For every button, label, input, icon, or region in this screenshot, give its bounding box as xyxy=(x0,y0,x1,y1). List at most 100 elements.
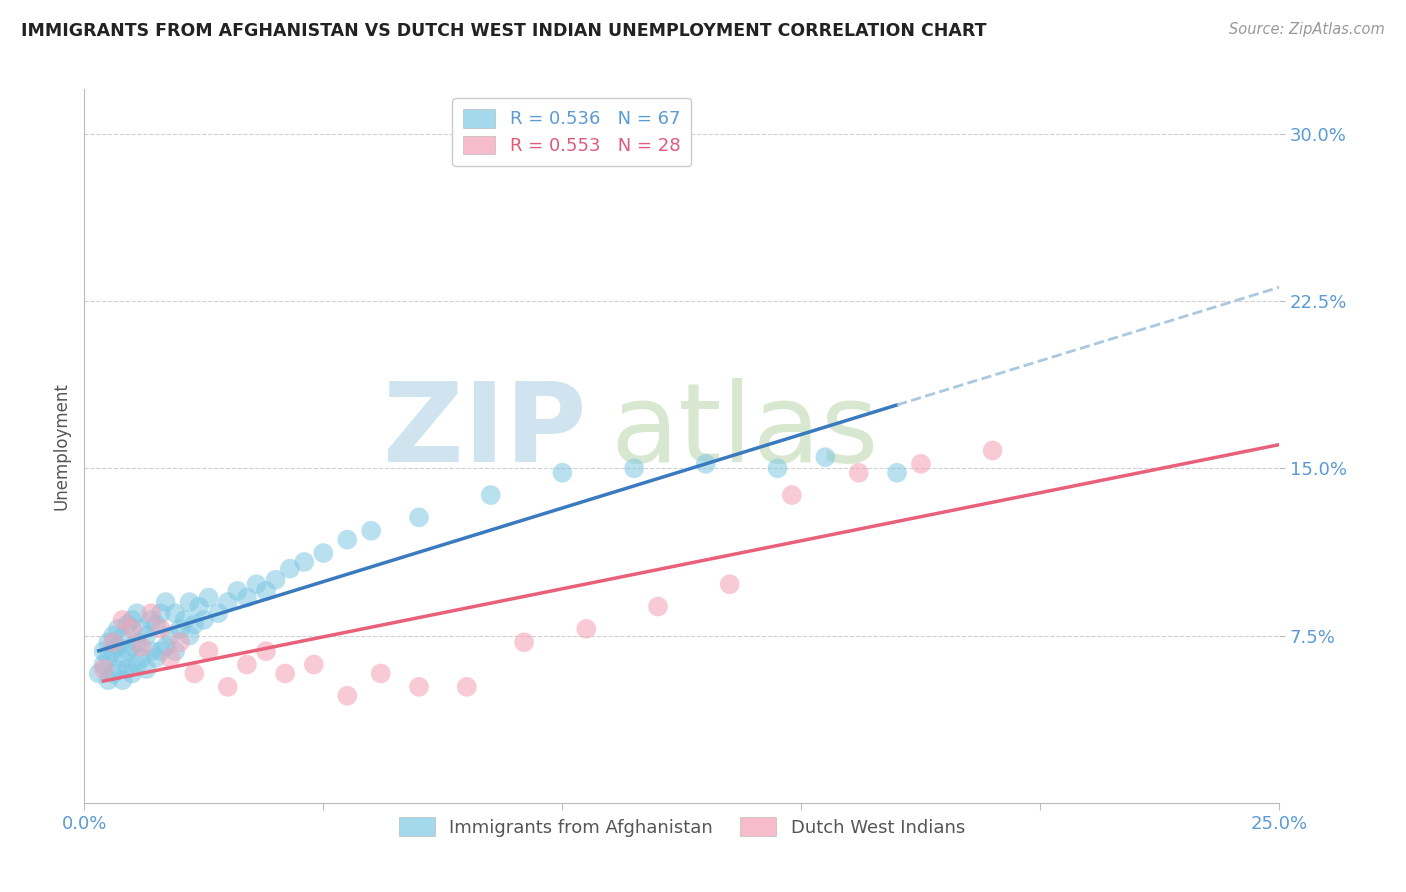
Point xyxy=(117,644,139,658)
Point xyxy=(695,457,717,471)
Point xyxy=(149,644,172,658)
Point xyxy=(623,461,645,475)
Point xyxy=(141,613,163,627)
Point xyxy=(149,607,172,621)
Point xyxy=(131,640,153,654)
Point xyxy=(145,651,167,665)
Point xyxy=(292,555,315,569)
Point xyxy=(312,546,335,560)
Point xyxy=(179,628,201,642)
Point xyxy=(336,689,359,703)
Text: IMMIGRANTS FROM AFGHANISTAN VS DUTCH WEST INDIAN UNEMPLOYMENT CORRELATION CHART: IMMIGRANTS FROM AFGHANISTAN VS DUTCH WES… xyxy=(21,22,987,40)
Point xyxy=(101,635,124,649)
Point xyxy=(551,466,574,480)
Point xyxy=(121,666,143,681)
Point xyxy=(848,466,870,480)
Point xyxy=(183,666,205,681)
Point xyxy=(111,631,134,645)
Point xyxy=(179,595,201,609)
Point xyxy=(125,635,148,649)
Point xyxy=(479,488,502,502)
Point xyxy=(101,644,124,658)
Point xyxy=(165,644,187,658)
Point xyxy=(169,635,191,649)
Point xyxy=(107,662,129,676)
Point xyxy=(370,666,392,681)
Point xyxy=(336,533,359,547)
Point xyxy=(169,622,191,636)
Point xyxy=(647,599,669,614)
Point xyxy=(125,607,148,621)
Point xyxy=(97,673,120,687)
Point xyxy=(155,640,177,654)
Point xyxy=(766,461,789,475)
Point xyxy=(97,651,120,665)
Point xyxy=(236,591,259,605)
Point xyxy=(101,666,124,681)
Point xyxy=(456,680,478,694)
Point xyxy=(302,657,325,672)
Point xyxy=(360,524,382,538)
Point xyxy=(93,662,115,676)
Point xyxy=(254,583,277,598)
Legend: Immigrants from Afghanistan, Dutch West Indians: Immigrants from Afghanistan, Dutch West … xyxy=(392,810,972,844)
Point xyxy=(101,628,124,642)
Point xyxy=(513,635,536,649)
Point xyxy=(155,595,177,609)
Point xyxy=(718,577,741,591)
Point xyxy=(193,613,215,627)
Point xyxy=(183,617,205,632)
Point xyxy=(197,644,219,658)
Point xyxy=(145,617,167,632)
Point xyxy=(125,657,148,672)
Point xyxy=(408,510,430,524)
Point xyxy=(141,644,163,658)
Point xyxy=(278,562,301,576)
Point xyxy=(188,599,211,614)
Point xyxy=(217,680,239,694)
Point xyxy=(93,644,115,658)
Point xyxy=(575,622,598,636)
Point xyxy=(165,607,187,621)
Point xyxy=(107,622,129,636)
Point xyxy=(408,680,430,694)
Point xyxy=(207,607,229,621)
Point xyxy=(93,657,115,672)
Text: Source: ZipAtlas.com: Source: ZipAtlas.com xyxy=(1229,22,1385,37)
Point xyxy=(910,457,932,471)
Point xyxy=(121,613,143,627)
Point xyxy=(780,488,803,502)
Point xyxy=(886,466,908,480)
Point xyxy=(111,613,134,627)
Point xyxy=(981,443,1004,458)
Point xyxy=(111,673,134,687)
Point xyxy=(197,591,219,605)
Point xyxy=(121,622,143,636)
Point xyxy=(173,613,195,627)
Point xyxy=(814,450,837,464)
Point xyxy=(117,617,139,632)
Text: atlas: atlas xyxy=(610,378,879,485)
Point xyxy=(97,635,120,649)
Point xyxy=(245,577,267,591)
Point xyxy=(117,662,139,676)
Point xyxy=(131,651,153,665)
Point xyxy=(149,622,172,636)
Point xyxy=(226,583,249,598)
Text: ZIP: ZIP xyxy=(382,378,586,485)
Point xyxy=(121,640,143,654)
Point xyxy=(159,628,181,642)
Point xyxy=(254,644,277,658)
Point xyxy=(107,640,129,654)
Point xyxy=(141,607,163,621)
Point xyxy=(159,651,181,665)
Point xyxy=(236,657,259,672)
Point xyxy=(274,666,297,681)
Point xyxy=(217,595,239,609)
Point xyxy=(131,622,153,636)
Point xyxy=(87,666,110,681)
Y-axis label: Unemployment: Unemployment xyxy=(52,382,70,510)
Point xyxy=(135,662,157,676)
Point xyxy=(264,573,287,587)
Point xyxy=(135,628,157,642)
